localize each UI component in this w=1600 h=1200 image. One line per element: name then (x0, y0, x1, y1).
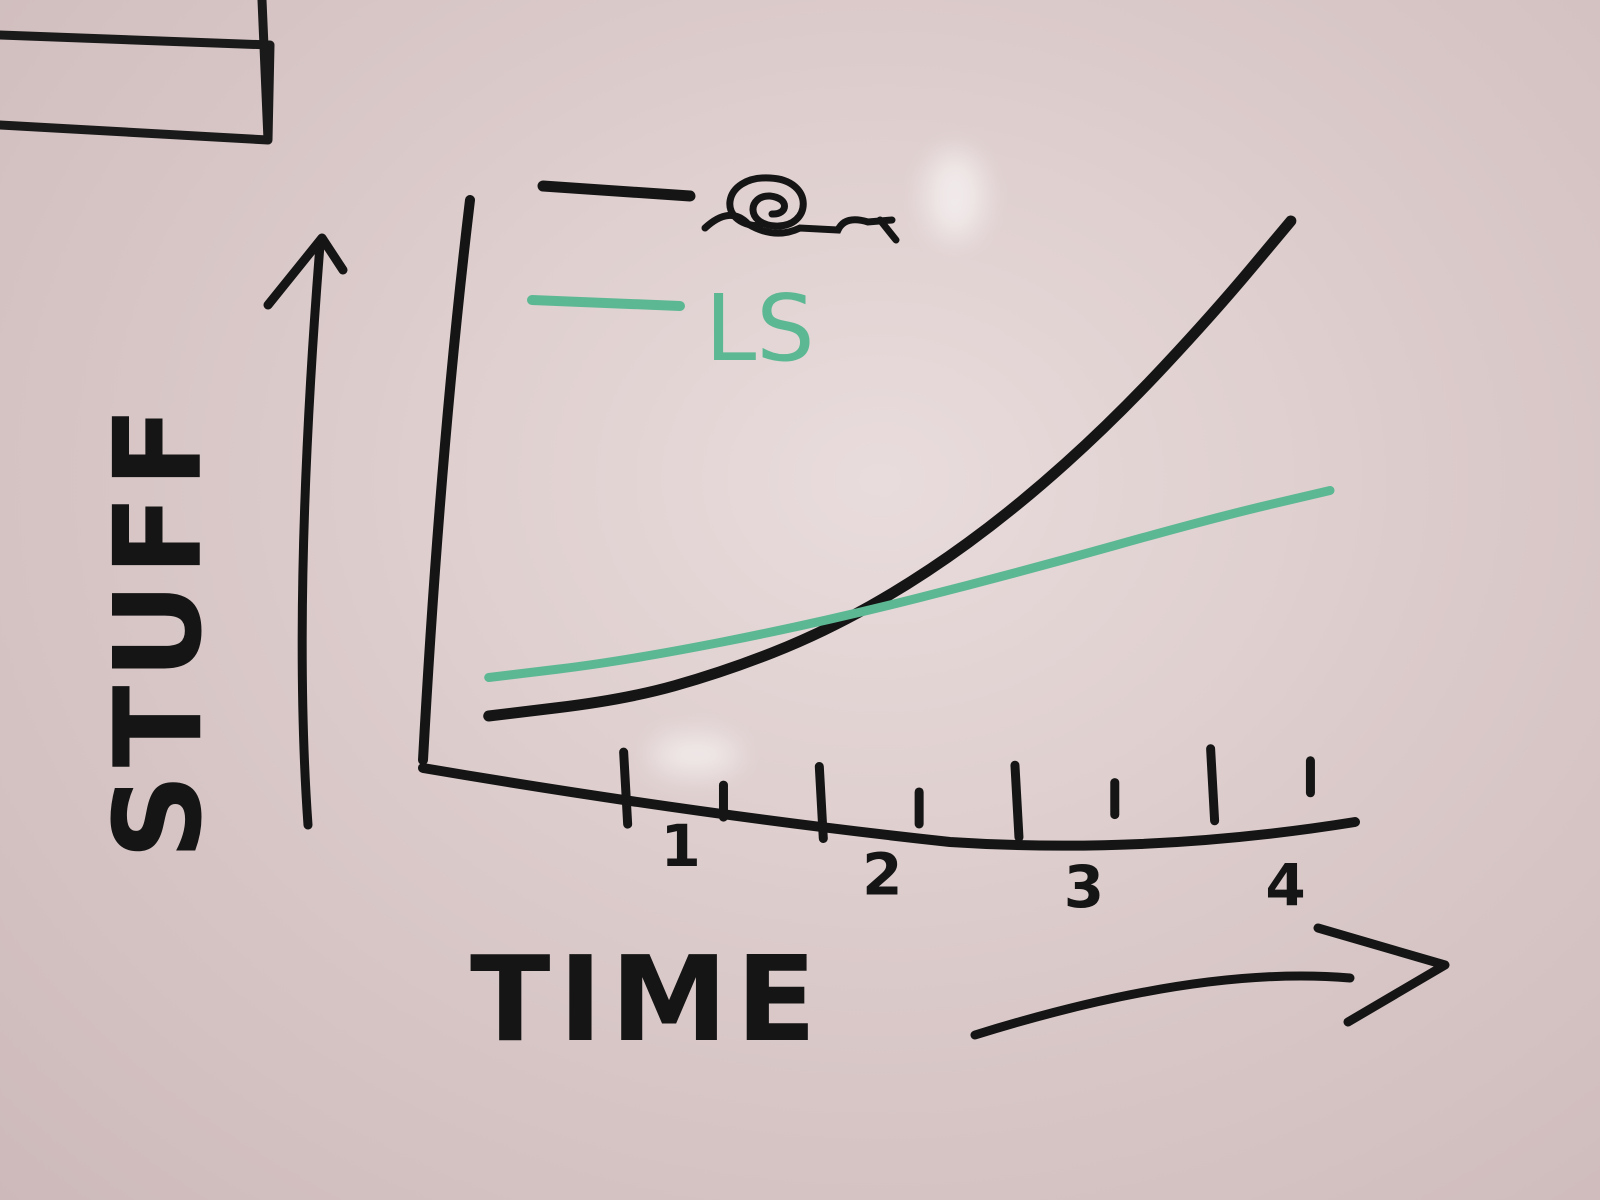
y-arrow-icon (263, 233, 348, 830)
corner-box-drawing (0, 0, 275, 145)
y-axis-label: STUFF (90, 400, 229, 860)
legend-label-ls: LS (705, 275, 815, 382)
x-axis (418, 763, 1360, 851)
x-tick-label: 3 (1064, 853, 1104, 921)
x-tick-label: 2 (862, 841, 902, 909)
x-arrow-icon (970, 923, 1450, 1040)
x-tick (619, 747, 633, 829)
series-line-ls (484, 486, 1335, 682)
x-tick (1010, 760, 1024, 842)
series-line-snail (483, 215, 1297, 722)
x-axis-label: TIME (470, 930, 824, 1068)
snail-icon (701, 174, 900, 244)
legend-swatch-snail (537, 180, 696, 202)
y-axis (418, 195, 475, 765)
x-tick-label: 1 (660, 812, 700, 880)
x-tick (1206, 744, 1220, 826)
x-tick-label: 4 (1265, 851, 1305, 919)
legend-swatch-ls (527, 295, 685, 311)
x-tick (814, 762, 828, 844)
